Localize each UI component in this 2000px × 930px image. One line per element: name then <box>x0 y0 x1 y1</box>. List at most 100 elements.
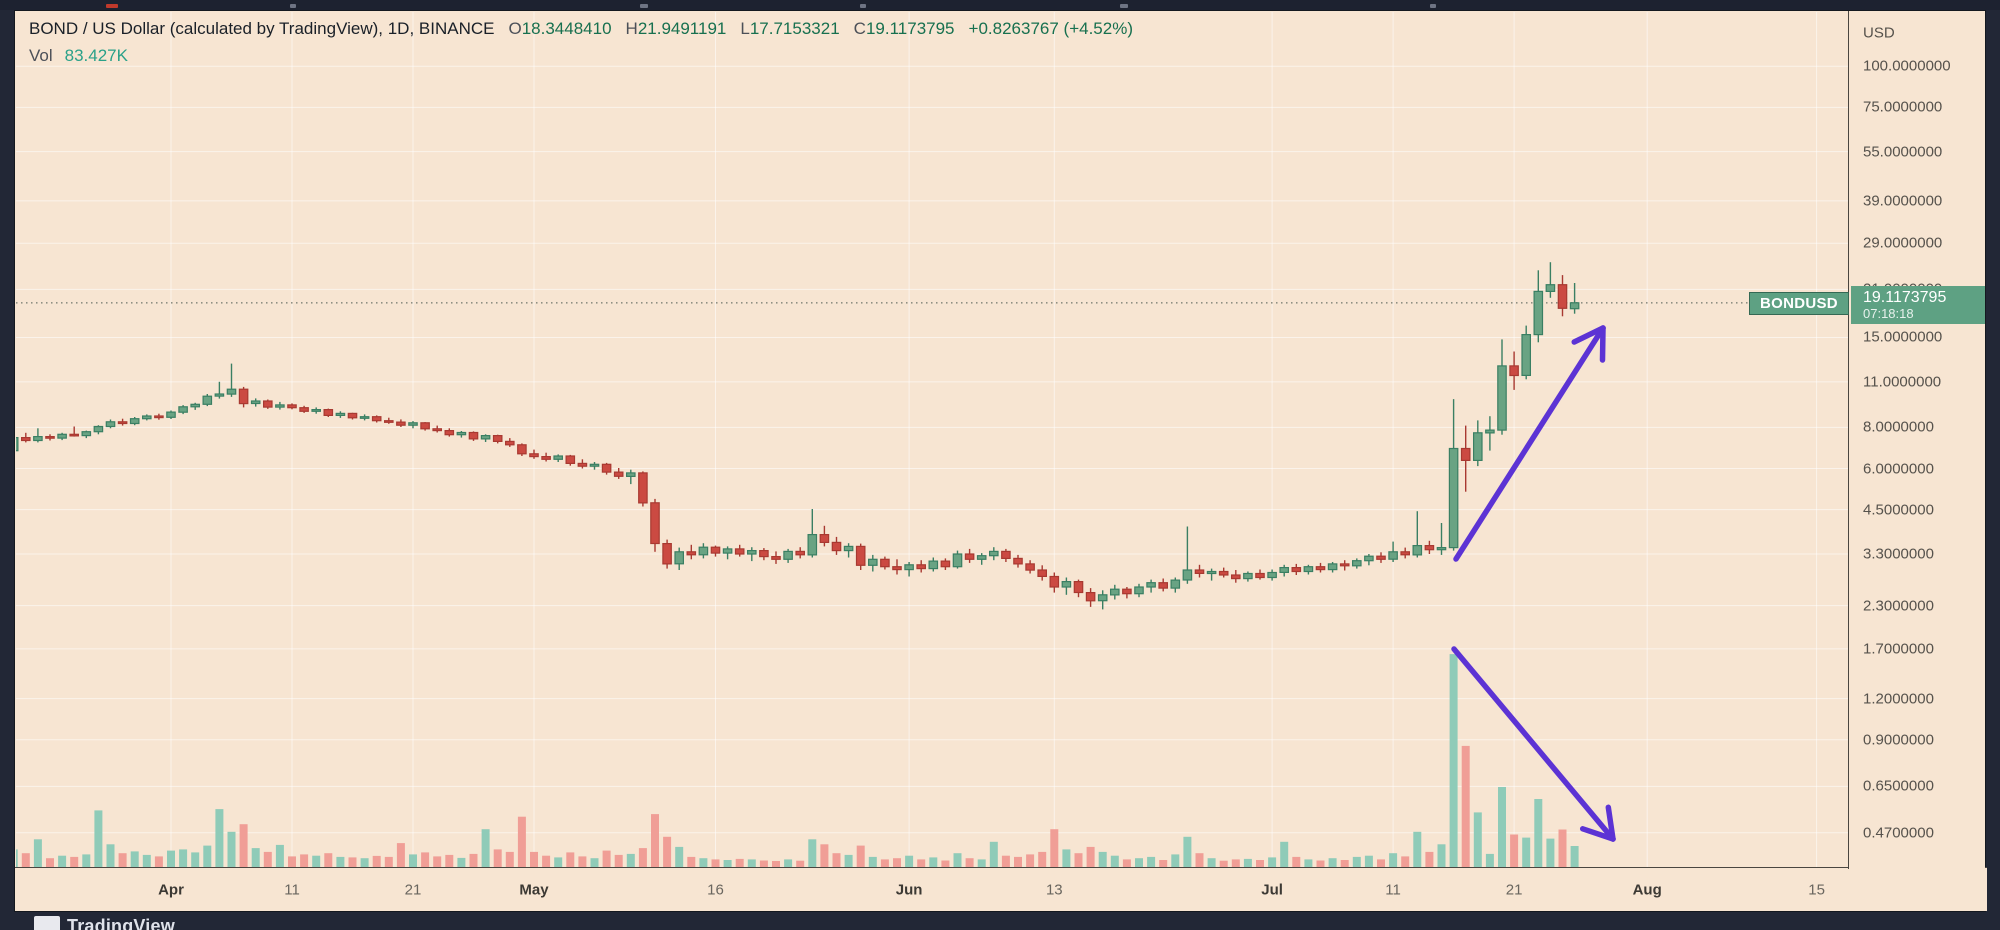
volume-bar <box>1485 853 1494 867</box>
volume-bar <box>46 858 54 867</box>
candle <box>940 558 951 570</box>
chrome-fragment <box>106 4 118 8</box>
candle <box>323 408 334 417</box>
volume-bar <box>1377 859 1385 867</box>
volume-bar <box>1558 829 1567 867</box>
volume-bar <box>1510 834 1519 867</box>
volume-bar <box>505 851 514 867</box>
ohlc-values: O18.3448410 H21.9491191 L17.7153321 C19.… <box>508 19 1133 39</box>
candle <box>843 543 854 558</box>
candle <box>287 403 297 410</box>
volume-bar <box>94 810 103 867</box>
volume-bar <box>16 849 18 867</box>
volume-bar <box>433 856 442 867</box>
volume-bar <box>1473 812 1482 867</box>
volume-bar <box>1522 837 1531 867</box>
candle <box>359 414 370 421</box>
candle <box>1364 554 1374 566</box>
close-value: 19.1173795 <box>865 19 955 38</box>
candle <box>33 428 43 443</box>
candle <box>565 454 576 466</box>
candle <box>1218 567 1229 578</box>
volume-label: Vol <box>29 46 53 65</box>
volume-bar <box>868 856 877 867</box>
volume-down-arrow[interactable] <box>1451 646 1616 842</box>
candle <box>1206 568 1217 581</box>
candle <box>1025 560 1035 574</box>
candle <box>1267 569 1277 581</box>
symbol-title[interactable]: BOND / US Dollar (calculated by TradingV… <box>29 19 495 38</box>
volume-bar <box>820 844 829 867</box>
volume-bar <box>324 853 333 867</box>
candle <box>746 547 757 562</box>
volume-bar <box>154 856 163 867</box>
volume-bar <box>1292 856 1301 867</box>
candle <box>275 401 285 410</box>
volume-bar <box>1038 851 1047 867</box>
candle <box>1351 558 1362 569</box>
time-tick-11: 11 <box>284 881 300 898</box>
low-label: L <box>740 19 750 38</box>
candle <box>444 428 455 437</box>
candle <box>1388 541 1398 562</box>
candle <box>1497 339 1507 435</box>
chart-legend: BOND / US Dollar (calculated by TradingV… <box>29 19 1133 66</box>
price-up-arrow[interactable] <box>1453 325 1606 562</box>
price-axis-currency: USD <box>1863 24 1895 42</box>
volume-bar <box>312 855 321 867</box>
volume-bar <box>989 841 998 867</box>
high-label: H <box>625 19 638 38</box>
volume-value: 83.427K <box>64 46 128 65</box>
time-tick-may: May <box>519 881 549 898</box>
candle <box>347 412 358 420</box>
candle <box>1061 577 1072 595</box>
candle <box>517 443 527 456</box>
volume-bar <box>300 854 309 867</box>
candle <box>1424 540 1435 554</box>
volume-bar <box>215 809 224 867</box>
candle <box>1037 565 1047 581</box>
time-tick-aug: Aug <box>1632 881 1662 898</box>
time-axis[interactable]: Apr 11 21 May 16 Jun 13 Jul 11 21 Aug 15 <box>15 867 1987 911</box>
chrome-fragment <box>290 4 296 8</box>
volume-bar <box>1098 851 1107 867</box>
volume-bar <box>663 836 672 867</box>
price-tick-29: 29.0000000 <box>1863 234 1943 252</box>
price-tick-0.9: 0.9000000 <box>1863 731 1934 749</box>
last-price-symbol-tag[interactable]: BONDUSD <box>1749 292 1849 315</box>
candle <box>1122 587 1132 599</box>
volume-bar <box>1256 860 1264 867</box>
volume-bar <box>1534 799 1543 867</box>
volume-bar <box>1425 851 1434 867</box>
candle <box>468 431 479 441</box>
candlestick-chart[interactable] <box>16 12 1849 869</box>
candle <box>57 432 67 441</box>
candle <box>1327 562 1338 573</box>
volume-bar <box>1195 853 1204 867</box>
chrome-fragment <box>1430 4 1436 8</box>
volume-bar <box>1413 831 1422 867</box>
volume-bar <box>880 859 889 867</box>
candle <box>734 544 745 557</box>
price-axis[interactable]: USD 100.0000000 75.0000000 55.0000000 39.00… <box>1848 11 1985 869</box>
volume-bar <box>1389 853 1398 867</box>
low-value: 17.7153321 <box>749 19 840 38</box>
volume-bar <box>566 852 575 867</box>
volume-bar <box>687 856 696 867</box>
candle <box>976 553 987 565</box>
price-tick-39: 39.0000000 <box>1863 192 1943 210</box>
candle <box>916 560 926 573</box>
candle <box>1412 511 1423 558</box>
volume-bar <box>21 853 30 867</box>
candle <box>1255 569 1265 580</box>
last-price-tag[interactable]: 19.1173795 07:18:18 <box>1851 286 1985 324</box>
candle <box>1085 588 1096 607</box>
tradingview-watermark[interactable]: TradingView <box>34 916 175 930</box>
volume-bar <box>953 853 962 867</box>
volume-bar <box>578 856 587 867</box>
price-tick-4.5: 4.5000000 <box>1863 501 1934 519</box>
volume-bar <box>759 860 768 867</box>
volume-bar <box>590 858 599 867</box>
candle <box>129 417 140 426</box>
volume-bar <box>130 851 139 867</box>
